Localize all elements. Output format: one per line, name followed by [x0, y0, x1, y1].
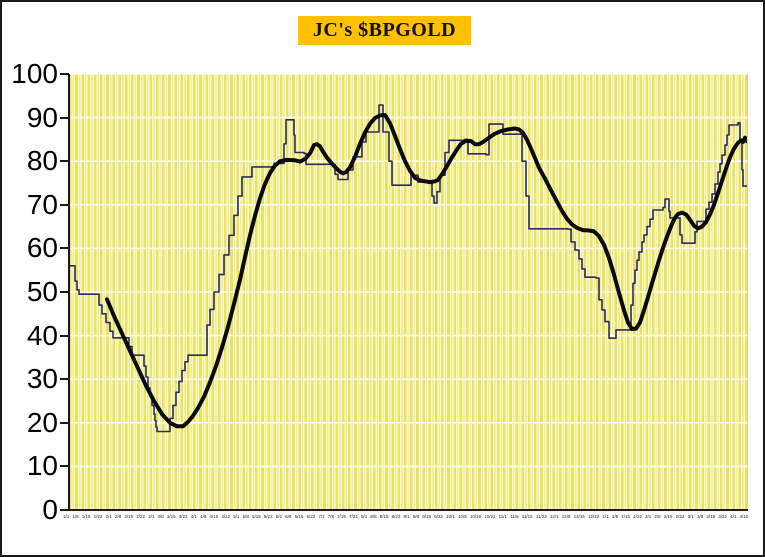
x-tick-label: 3/15: [166, 514, 176, 519]
x-tick-label: 3/8: [157, 514, 164, 519]
y-tick-mark: [60, 378, 69, 381]
y-tick-label: 30: [26, 363, 58, 395]
y-tick-mark: [60, 73, 69, 75]
x-tick-label: 3/1: [687, 514, 694, 519]
x-tick-label: 2/1: [105, 514, 112, 519]
x-tick-label: 3/8: [696, 514, 704, 519]
x-tick-label: 1/1: [63, 514, 70, 519]
y-tick-mark: [60, 116, 69, 119]
x-tick-label: 7/8: [327, 514, 335, 519]
x-tick-label: 9/15: [422, 514, 432, 519]
x-tick-label: 1/1: [602, 514, 609, 519]
x-tick-label: 1/8: [72, 514, 79, 519]
x-tick-label: 3/15: [706, 514, 716, 519]
x-tick-label: 2/8: [654, 514, 661, 519]
y-tick-mark: [60, 421, 69, 424]
x-tick-label: 8/1: [360, 514, 368, 519]
x-tick-label: 1/15: [81, 514, 91, 519]
y-tick-label: 60: [26, 232, 58, 264]
x-tick-label: 8/15: [379, 514, 389, 519]
y-tick-mark: [60, 509, 69, 511]
y-tick-mark: [60, 334, 69, 337]
x-axis-labels: 1/1 1/8 1/15 1/22 2/1 2/8 2/15 2/22 3/1 3/8 3/15 3/…: [63, 513, 749, 522]
x-tick-label: 9/1: [403, 514, 410, 519]
x-tick-label: 5/15: [252, 514, 261, 519]
x-tick-label: 2/8: [114, 514, 122, 519]
x-tick-label: 1/22: [93, 514, 103, 519]
x-tick-label: 11/22: [535, 514, 547, 519]
x-tick-label: 5/22: [263, 514, 273, 519]
x-tick-label: 1/8: [611, 514, 619, 519]
plot-area: [69, 74, 748, 510]
x-tick-label: 4/15: [209, 514, 219, 519]
chart-svg: [69, 74, 747, 468]
x-tick-label: 6/15: [294, 514, 304, 519]
y-tick-label: 0: [42, 494, 58, 525]
y-tick-mark: [60, 203, 69, 206]
x-tick-label: 4/8: [200, 514, 207, 519]
x-tick-label: 11/1: [498, 514, 508, 519]
chart-title: JC's $BPGOLD: [312, 19, 457, 41]
y-axis-line: [68, 74, 70, 511]
x-tick-label: 2/22: [136, 514, 145, 519]
x-axis-line: [62, 509, 748, 511]
x-tick-label: 6/22: [306, 514, 316, 519]
x-tick-label: 4/1: [190, 514, 197, 519]
x-tick-label: 10/8: [457, 514, 467, 519]
x-tick-label: 3/22: [718, 514, 727, 519]
x-tick-label: 11/15: [521, 514, 533, 519]
y-tick-mark: [60, 291, 69, 293]
chart-title-badge: JC's $BPGOLD: [298, 16, 471, 45]
x-tick-label: 12/8: [561, 514, 571, 519]
x-tick-label: 7/1: [318, 514, 325, 519]
x-tick-label: 8/8: [370, 514, 377, 519]
x-tick-label: 1/22: [633, 514, 642, 519]
x-tick-label: 4/10: [739, 514, 749, 519]
x-tick-label: 6/1: [275, 514, 283, 519]
x-tick-label: 12/22: [588, 514, 600, 519]
y-tick-mark: [60, 465, 69, 468]
x-tick-label: 9/8: [412, 514, 420, 519]
y-tick-label: 10: [26, 450, 58, 482]
x-tick-label: 8/22: [391, 514, 401, 519]
y-tick-label: 90: [26, 101, 58, 133]
x-tick-label: 3/1: [148, 514, 155, 519]
x-tick-label: 12/15: [573, 514, 585, 519]
x-tick-label: 1/15: [621, 514, 630, 519]
x-tick-label: 5/1: [233, 514, 240, 519]
series-moving-average-thick: [105, 113, 747, 429]
x-tick-label: 11/8: [510, 514, 519, 519]
x-tick-label: 12/1: [549, 514, 559, 519]
y-tick-label: 70: [26, 188, 58, 220]
x-tick-label: 5/8: [242, 514, 249, 519]
y-tick-mark: [60, 160, 69, 163]
y-tick-label: 50: [26, 276, 58, 307]
x-tick-label: 10/1: [446, 514, 455, 519]
x-tick-label: 2/15: [124, 514, 134, 519]
x-tick-label: 2/1: [645, 514, 652, 519]
y-tick-label: 20: [26, 406, 58, 438]
x-tick-label: 2/22: [675, 514, 685, 519]
x-tick-label: 4/1: [730, 514, 737, 519]
y-tick-label: 40: [26, 319, 58, 351]
x-tick-label: 7/15: [337, 514, 346, 519]
x-tick-label: 6/8: [285, 514, 292, 519]
x-tick-label: 2/15: [663, 514, 673, 519]
y-tick-mark: [60, 247, 69, 250]
x-tick-label: 9/22: [434, 514, 443, 519]
y-tick-label: 80: [26, 145, 58, 177]
x-tick-label: 10/22: [484, 514, 496, 519]
x-tick-label: 10/15: [469, 514, 482, 519]
x-tick-label: 7/22: [349, 514, 358, 519]
x-tick-label: 4/22: [221, 514, 231, 519]
series-bullish-percent-index-daily: [69, 104, 747, 433]
x-tick-label: 3/22: [178, 514, 188, 519]
y-tick-label: 100: [11, 58, 58, 89]
